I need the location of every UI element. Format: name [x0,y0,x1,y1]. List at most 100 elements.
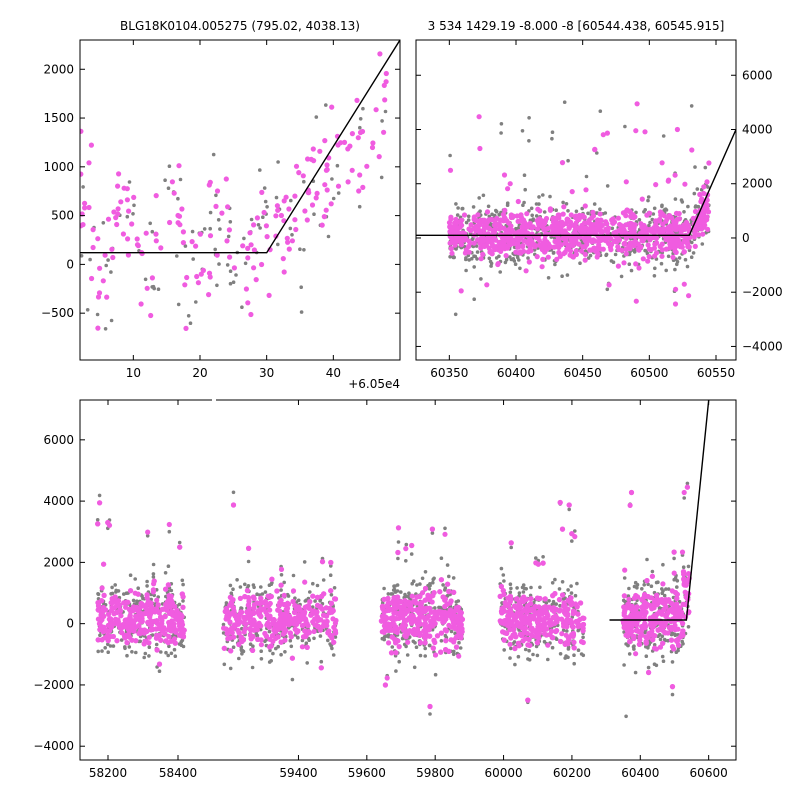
data-point [561,628,566,633]
data-point [627,652,632,656]
x-offset-label: +6.05e4 [348,377,400,391]
data-point [80,128,84,134]
data-point [110,254,116,261]
data-point [430,531,435,535]
data-point [145,579,149,584]
data-point [664,587,668,591]
data-point [238,585,243,589]
data-point [659,261,664,266]
data-point [275,207,281,213]
data-point [504,230,511,236]
data-point [657,216,663,222]
data-point [404,542,409,547]
data-point [534,254,540,260]
data-point [566,225,572,231]
data-point [572,661,576,666]
data-point [594,247,601,253]
data-point [290,233,294,237]
data-point [634,101,640,107]
data-point [554,208,558,212]
data-point [328,573,333,577]
data-point [259,261,265,268]
data-point [676,211,682,217]
data-point [322,182,328,188]
data-point [478,209,482,213]
data-point [681,281,687,287]
data-point [231,490,236,495]
data-point [551,250,556,255]
data-point [453,235,459,241]
data-point [183,244,188,248]
data-point [439,556,444,560]
data-point [679,198,684,202]
data-point [243,286,249,292]
data-point [555,241,561,248]
data-point [432,576,436,581]
data-point [318,634,323,638]
data-point [341,139,348,145]
data-point [664,208,669,212]
data-point [507,242,513,248]
data-point [269,582,274,586]
data-point [509,229,515,235]
data-point [658,637,663,642]
data-point [548,194,552,199]
data-point [631,243,638,249]
data-point [430,645,436,651]
data-point [89,275,95,282]
data-point [636,265,642,271]
data-point [255,592,259,596]
data-point [420,576,425,581]
data-point [513,262,518,267]
data-point [447,167,454,173]
data-point [615,263,622,269]
data-point [481,193,486,198]
data-point [653,266,657,271]
data-point [698,226,705,232]
data-point [151,562,156,567]
data-point [537,216,543,222]
data-point [125,653,129,658]
data-point [225,204,231,210]
data-point [373,107,379,113]
data-point [124,197,130,203]
data-point [541,193,545,197]
data-point [660,654,665,659]
data-point [319,659,324,664]
data-point [654,225,660,231]
data-point [573,593,578,598]
data-point [520,129,525,133]
data-point [213,247,217,252]
data-point [405,639,411,645]
data-point [666,587,671,591]
data-point [571,639,577,646]
title-recent-season: 3 534 1429.19 -8.000 -8 [60544.438, 6054… [428,19,725,33]
data-point [635,241,641,247]
data-point [604,252,609,257]
data-point [566,647,571,651]
data-point [293,163,300,169]
data-point [386,640,392,646]
x-tick-label: 30 [259,366,274,380]
data-point [95,518,100,522]
data-point [691,251,696,255]
data-point [637,218,642,222]
data-point [515,218,521,224]
data-point [615,215,622,221]
model-line [80,40,400,254]
data-point [621,260,627,266]
data-point [689,104,694,108]
data-point [605,184,610,188]
data-point [664,268,668,273]
data-point [449,629,454,634]
data-point [531,242,538,248]
data-point [484,209,491,215]
data-point [456,653,462,659]
data-point [534,214,539,218]
data-point [218,227,222,231]
data-point [180,240,186,246]
data-point [521,590,526,594]
data-point [580,244,586,250]
data-point [644,654,649,658]
data-point [526,259,532,265]
